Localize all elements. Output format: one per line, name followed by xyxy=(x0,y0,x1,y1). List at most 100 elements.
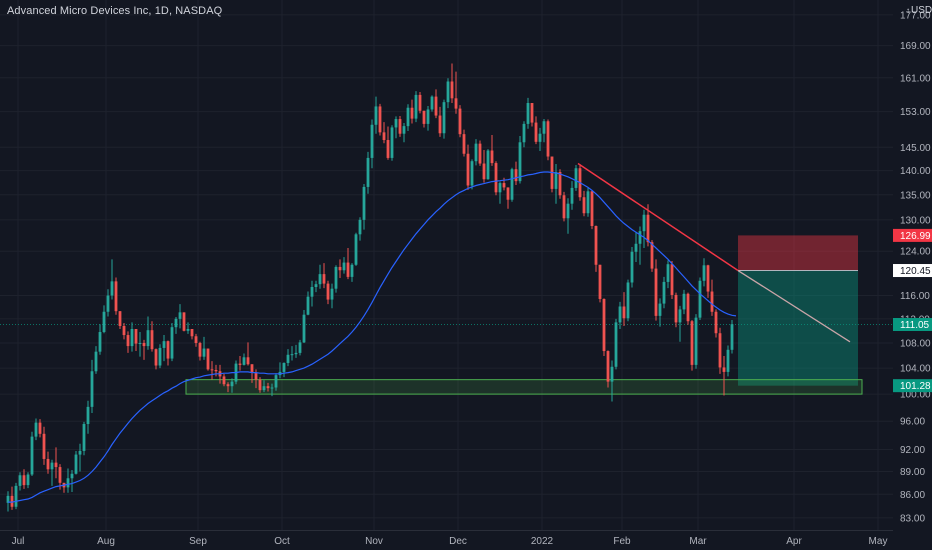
candle-body xyxy=(486,150,490,180)
candle xyxy=(630,246,634,288)
candle xyxy=(622,292,626,326)
candle-body xyxy=(346,262,350,277)
candle-body xyxy=(566,203,570,219)
candle xyxy=(14,482,18,510)
candle-body xyxy=(254,372,258,380)
currency-label: USD xyxy=(911,5,932,16)
candle-body xyxy=(38,422,42,434)
candle-body xyxy=(114,281,118,312)
candle xyxy=(294,344,298,358)
candle xyxy=(110,259,114,300)
candle-body xyxy=(478,143,482,164)
candle xyxy=(482,150,486,183)
candle-body xyxy=(166,341,170,359)
candle xyxy=(366,151,370,194)
candle xyxy=(50,459,54,486)
candle-body xyxy=(682,293,686,310)
candle xyxy=(194,333,198,347)
candle xyxy=(682,289,686,315)
price-tick-label: 96.00 xyxy=(900,417,925,428)
candle xyxy=(570,181,574,210)
candle xyxy=(470,159,474,190)
candle xyxy=(190,328,194,340)
candle-body xyxy=(70,473,74,479)
candle-body xyxy=(374,106,378,125)
candle-body xyxy=(190,328,194,337)
price-tick-label: 86.00 xyxy=(900,490,925,501)
candle-body xyxy=(94,351,98,372)
candle xyxy=(678,305,682,342)
candle-body xyxy=(462,134,466,154)
price-tick-label: 169.00 xyxy=(900,41,931,52)
currency-button[interactable]: ↕USD xyxy=(904,4,932,17)
candle-body xyxy=(130,328,134,347)
candle xyxy=(226,382,230,393)
candle xyxy=(722,356,726,396)
candle-body xyxy=(106,295,110,312)
candle xyxy=(310,280,314,307)
time-axis-background xyxy=(0,530,893,550)
candle xyxy=(674,292,678,328)
symbol-title: Advanced Micro Devices Inc, 1D, NASDAQ xyxy=(7,5,223,17)
candle xyxy=(638,226,642,265)
price-tick-label: 130.00 xyxy=(900,215,931,226)
candle-body xyxy=(534,122,538,142)
candle-body xyxy=(202,348,206,357)
candle xyxy=(158,344,162,369)
candle-body xyxy=(46,458,50,470)
candle-body xyxy=(230,381,234,387)
candle xyxy=(602,298,606,357)
price-tag-label: 101.28 xyxy=(900,381,931,392)
candle xyxy=(26,472,30,489)
candle xyxy=(590,190,594,230)
candle xyxy=(330,283,334,309)
candle-body xyxy=(170,327,174,359)
candle xyxy=(586,187,590,217)
candle-body xyxy=(518,142,522,182)
candle-body xyxy=(286,354,290,363)
price-tag-background xyxy=(893,317,932,331)
candle xyxy=(250,364,254,383)
price-tick-label: 153.00 xyxy=(900,107,931,118)
candle xyxy=(214,364,218,377)
candle-body xyxy=(662,281,666,304)
candle xyxy=(702,258,706,287)
candle-body xyxy=(646,214,650,243)
candle-body xyxy=(282,362,286,372)
candle xyxy=(410,99,414,124)
candle-body xyxy=(334,266,338,289)
candle xyxy=(478,140,482,166)
candle xyxy=(654,259,658,321)
candle-body xyxy=(414,94,418,119)
candle-body xyxy=(322,274,326,284)
price-axis[interactable]: 177.00 169.00 161.00 153.00 145.00 140.00 135.… xyxy=(893,0,932,550)
candle-body xyxy=(66,478,70,488)
candle-body xyxy=(370,124,374,158)
candle xyxy=(450,63,454,104)
time-axis[interactable]: Jul Aug Sep Oct Nov Dec 2022 Feb Mar Apr May xyxy=(0,530,893,550)
candle-body xyxy=(262,386,266,391)
candle-body xyxy=(302,314,306,343)
time-tick-label: Nov xyxy=(365,536,383,547)
candle xyxy=(178,304,182,329)
candle-body xyxy=(402,126,406,134)
candle-body xyxy=(194,336,198,343)
candle-body xyxy=(86,406,90,425)
candle-body xyxy=(90,371,94,407)
candle-body xyxy=(6,495,10,503)
price-tick-label: 161.00 xyxy=(900,73,931,84)
candle xyxy=(362,184,366,230)
candle-body xyxy=(314,284,318,287)
trendline-layer[interactable] xyxy=(577,162,851,343)
candle xyxy=(102,305,106,334)
candle xyxy=(466,144,470,190)
candle-body xyxy=(650,242,654,269)
candle-body xyxy=(454,98,458,109)
candle xyxy=(342,257,346,274)
price-tick-label: 177.00 xyxy=(900,10,931,21)
up-down-arrows-icon: ↕ xyxy=(906,6,910,15)
candle-body xyxy=(154,349,158,366)
candle xyxy=(54,447,58,479)
